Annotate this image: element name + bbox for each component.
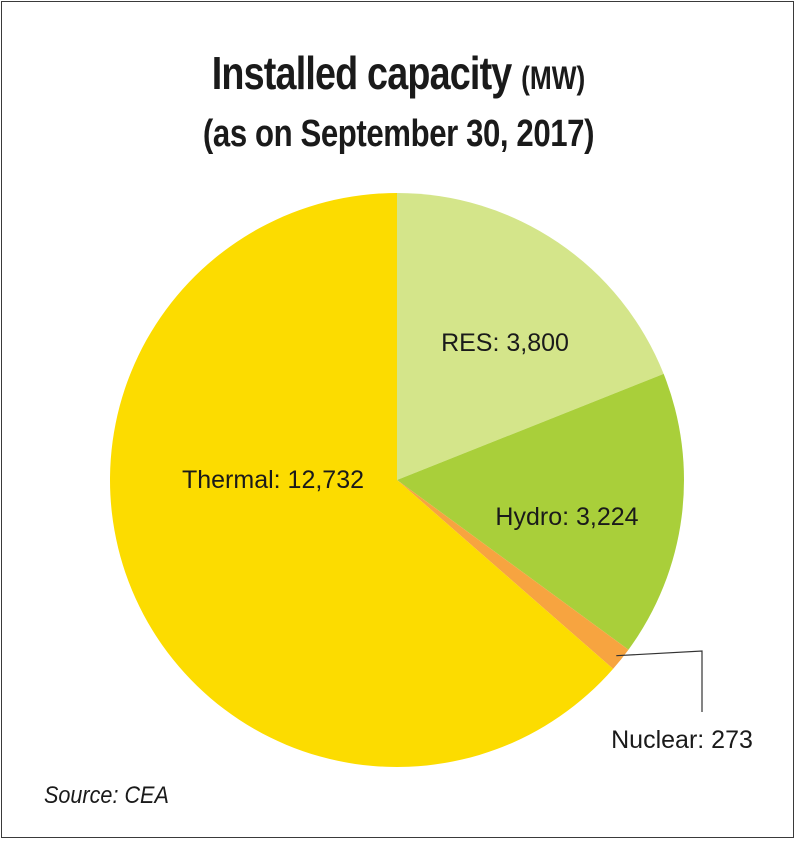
slice-label-res: RES: 3,800 <box>441 329 569 357</box>
chart-title-unit: (MW) <box>521 60 586 96</box>
pie-slices <box>109 193 684 767</box>
pie-slice-res <box>397 193 664 480</box>
nuclear-leader-line <box>616 650 703 712</box>
source-note: Source: CEA <box>44 782 169 809</box>
chart-subtitle: (as on September 30, 2017) <box>202 113 595 155</box>
chart-title: Installed capacity (MW) <box>72 46 726 100</box>
pie-slice-thermal <box>109 193 614 767</box>
slice-label-thermal: Thermal: 12,732 <box>182 466 364 494</box>
pie-slice-hydro <box>397 373 684 650</box>
chart-title-text: Installed capacity <box>211 47 513 99</box>
slice-label-hydro: Hydro: 3,224 <box>495 503 638 531</box>
pie-slice-nuclear <box>397 480 629 669</box>
pie-labels: RES: 3,800 Hydro: 3,224 Nuclear: 273 The… <box>182 329 753 754</box>
slice-label-nuclear: Nuclear: 273 <box>611 726 753 754</box>
